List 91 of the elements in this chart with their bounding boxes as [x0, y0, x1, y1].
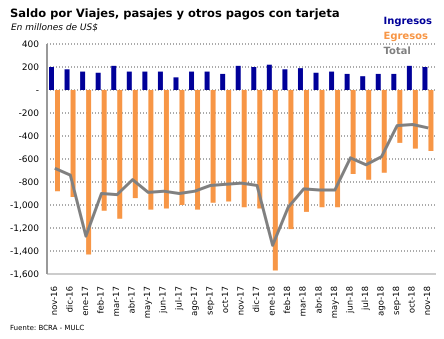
bar	[412, 90, 418, 149]
bar	[344, 74, 350, 90]
bar	[304, 90, 309, 212]
bar	[428, 90, 434, 151]
bar	[314, 72, 319, 90]
bar	[329, 72, 334, 90]
bar	[257, 90, 262, 208]
bar	[298, 68, 303, 90]
bar	[111, 66, 116, 90]
y-tick-label: -1,200	[10, 224, 40, 234]
bar	[350, 90, 356, 174]
x-tick-label: ago-18	[376, 286, 387, 316]
bar	[189, 72, 194, 90]
bar	[226, 90, 232, 202]
x-tick-label: abr-17	[128, 286, 138, 314]
x-tick-label: jul-18	[360, 286, 371, 311]
text: Egresos	[384, 30, 429, 44]
chart-title: Saldo por Viajes, pasajes y otros pagos con tarjeta	[10, 6, 340, 20]
bar	[288, 90, 294, 230]
bar	[96, 72, 101, 90]
x-tick-label: nov-18	[423, 286, 434, 316]
bar	[282, 69, 288, 90]
bar	[102, 90, 107, 211]
bar	[382, 90, 387, 173]
bar	[49, 67, 54, 90]
bar	[142, 72, 148, 90]
x-tick-label: nov-16	[50, 286, 60, 316]
x-tick-label: sep-18	[392, 286, 402, 315]
bar	[158, 72, 163, 90]
bar	[173, 77, 178, 90]
bar	[148, 90, 154, 210]
x-tick-label: ago-17	[190, 286, 200, 316]
bar	[266, 64, 272, 90]
bar	[251, 67, 256, 90]
bar	[64, 69, 70, 90]
bar	[210, 90, 216, 203]
x-tick-label: mar-18	[298, 286, 309, 316]
y-tick-label: -400	[18, 132, 40, 142]
y-tick-label: -600	[18, 155, 40, 166]
text: Ingresos	[384, 15, 432, 29]
x-tick-label: abr-18	[314, 286, 324, 314]
bar	[366, 90, 372, 180]
bar	[272, 90, 278, 271]
bar	[117, 90, 122, 219]
bar	[397, 90, 402, 143]
bar	[360, 76, 366, 90]
x-tick-label: may-17	[143, 286, 154, 318]
x-tick-label: oct-18	[408, 286, 418, 314]
bar	[55, 90, 60, 192]
y-tick-label: -1,400	[10, 247, 40, 258]
y-tick-label: 400	[22, 40, 40, 50]
bar	[242, 90, 247, 208]
y-tick-label: -200	[18, 109, 40, 120]
bar	[320, 90, 325, 208]
x-tick-label: jun-18	[345, 286, 356, 314]
chart-subtitle: En millones de US$	[11, 23, 98, 33]
x-tick-label: ene-18	[268, 286, 278, 316]
line-series	[53, 123, 430, 247]
bar	[164, 90, 169, 208]
bar	[204, 72, 210, 90]
bar	[80, 72, 86, 90]
bar	[406, 66, 412, 90]
bar	[220, 74, 226, 90]
x-tick-label: ene-17	[80, 286, 91, 316]
bar	[236, 66, 241, 90]
x-tick-label: feb-18	[283, 286, 294, 314]
x-tick-label: dic-16	[65, 286, 76, 312]
x-tick-label: feb-17	[96, 286, 106, 314]
bar	[422, 67, 428, 90]
bar	[335, 90, 340, 208]
bar	[391, 74, 396, 90]
x-tick-label: oct-17	[220, 286, 231, 314]
x-tick-label: may-18	[330, 286, 340, 318]
bar	[126, 72, 132, 90]
x-tick-label: jul-17	[174, 286, 184, 311]
y-tick-label: -1,000	[10, 201, 40, 212]
y-tick-label: 200	[22, 63, 40, 74]
y-tick-label: -1,600	[10, 270, 40, 280]
x-tick-label: mar-17	[112, 286, 122, 316]
x-tick-label: nov-17	[236, 286, 246, 316]
y-tick-label: -	[36, 86, 39, 96]
x-tick-label: jun-17	[158, 286, 169, 314]
bar	[86, 90, 92, 254]
bar	[179, 90, 184, 205]
bar	[195, 90, 200, 210]
y-tick-label: -800	[18, 178, 40, 188]
bar	[132, 90, 138, 198]
text: Total	[384, 45, 412, 59]
bar	[376, 74, 381, 90]
x-tick-label: dic-17	[252, 286, 262, 312]
x-tick-label: sep-17	[205, 286, 216, 315]
